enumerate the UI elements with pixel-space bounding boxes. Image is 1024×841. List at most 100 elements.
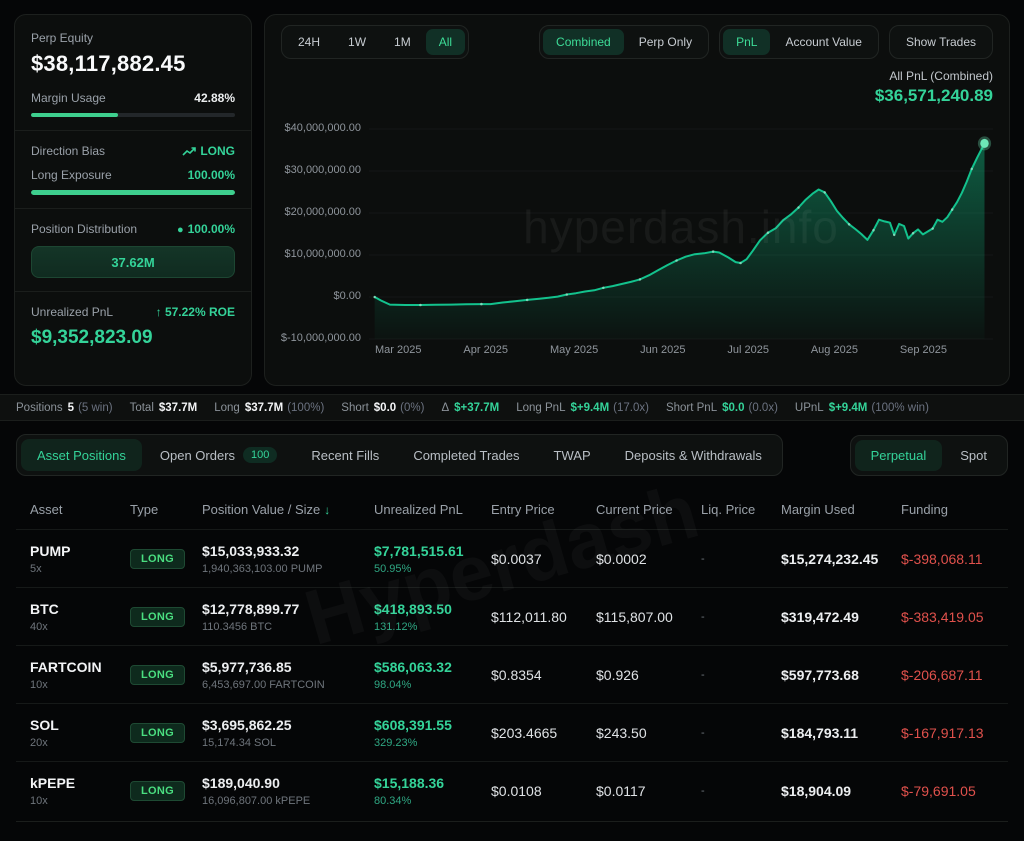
mode-perp-only-button[interactable]: Perp Only [626,29,705,55]
stat-short: Short $0.0 (0%) [341,401,425,414]
range-24h-button[interactable]: 24H [285,29,333,55]
upnl-value: $586,063.32 [374,658,452,675]
position-size: 16,096,807.00 kPEPE [202,794,311,807]
unrealized-pnl-label: Unrealized PnL [31,305,114,319]
liq-price: - [701,668,705,681]
header-asset[interactable]: Asset [30,501,63,517]
metric-account-value-button[interactable]: Account Value [772,29,875,55]
asset-name: BTC [30,600,59,617]
table-row[interactable]: kPEPE 10x LONG $189,040.90 16,096,807.00 k… [16,761,1008,819]
upnl-pct: 50.95% [374,562,412,575]
tab-completed-trades[interactable]: Completed Trades [397,439,535,471]
asset-leverage: 10x [30,794,48,807]
perp-equity-label: Perp Equity [31,31,94,45]
tab-open-orders[interactable]: Open Orders 100 [144,439,294,471]
table-row[interactable]: SOL 20x LONG $3,695,862.25 15,174.34 SOL $… [16,703,1008,761]
header-upnl[interactable]: Unrealized PnL [374,501,463,517]
pnl-chart-plot-area[interactable]: hyperdash.info [369,114,993,340]
header-position[interactable]: Position Value / Size ↓ [202,501,331,517]
stat-positions: Positions 5 (5 win) [16,401,113,414]
asset-leverage: 5x [30,562,42,575]
stat-delta: Δ $+37.7M [441,401,500,414]
entry-price: $203.4665 [491,724,558,741]
tab-recent-fills[interactable]: Recent Fills [295,439,395,471]
range-all-button[interactable]: All [425,29,466,55]
stat-short-pnl: Short PnL $0.0 (0.0x) [665,401,778,414]
margin-used: $597,773.68 [781,666,859,683]
range-1m-button[interactable]: 1M [381,29,424,55]
y-tick: $20,000,000.00 [284,206,361,218]
direction-bias-value: LONG [182,144,235,158]
long-exposure-label: Long Exposure [31,168,112,182]
liq-price: - [701,552,705,565]
market-perpetual-button[interactable]: Perpetual [854,439,943,471]
all-pnl-value: $36,571,240.89 [874,86,993,105]
pnl-chart-card: 24H 1W 1M All Combined Perp Only PnL Acc… [264,14,1010,386]
header-type[interactable]: Type [130,501,159,517]
open-orders-badge: 100 [243,447,278,463]
upnl-pct: 329.23% [374,736,418,749]
asset-name: PUMP [30,542,71,559]
position-type-badge: LONG [130,780,185,801]
funding-value: $-167,917.13 [901,724,984,741]
margin-used: $18,904.09 [781,782,852,799]
asset-name: SOL [30,716,59,733]
y-tick: $30,000,000.00 [284,164,361,176]
margin-usage-value: 42.88% [194,91,235,105]
pnl-chart-svg [369,128,993,340]
position-value: $5,977,736.85 [202,658,292,675]
upnl-pct: 98.04% [374,678,412,691]
sort-desc-icon: ↓ [324,502,331,517]
table-row[interactable]: BTC 40x LONG $12,778,899.77 110.3456 BTC $… [16,587,1008,645]
tab-deposits-withdrawals[interactable]: Deposits & Withdrawals [609,439,778,471]
position-value: $15,033,933.32 [202,542,300,559]
market-spot-button[interactable]: Spot [944,440,1003,471]
position-size: 15,174.34 SOL [202,736,277,749]
liq-price: - [701,610,705,623]
position-value: $3,695,862.25 [202,716,292,733]
liq-price: - [701,784,705,797]
pnl-line [375,143,985,305]
header-funding[interactable]: Funding [901,501,948,517]
header-liq[interactable]: Liq. Price [701,501,756,517]
margin-usage-label: Margin Usage [31,91,106,105]
stat-long-pnl: Long PnL $+9.4M (17.0x) [516,401,649,414]
margin-usage-bar [31,113,235,117]
trend-up-icon [182,147,197,156]
funding-value: $-398,068.11 [901,550,983,567]
y-tick: $0.00 [333,290,361,302]
range-1w-button[interactable]: 1W [335,29,379,55]
header-margin[interactable]: Margin Used [781,501,855,517]
metric-pnl-button[interactable]: PnL [723,29,771,55]
perp-equity-value: $38,117,882.45 [31,51,186,76]
x-tick: Aug 2025 [810,344,858,356]
position-distribution-bar[interactable]: 37.62M [31,246,235,278]
y-tick: $-10,000,000.00 [280,332,361,344]
long-exposure-fill [31,190,235,195]
tab-twap[interactable]: TWAP [538,439,607,471]
table-row[interactable]: FARTCOIN 10x LONG $5,977,736.85 6,453,697.… [16,645,1008,703]
mode-combined-button[interactable]: Combined [543,29,624,55]
header-current[interactable]: Current Price [596,501,673,517]
asset-leverage: 20x [30,736,48,749]
position-distribution-pct: ● 100.00% [176,222,235,236]
header-entry[interactable]: Entry Price [491,501,555,517]
upnl-value: $608,391.55 [374,716,452,733]
funding-value: $-206,687.11 [901,666,983,683]
tab-asset-positions[interactable]: Asset Positions [21,439,142,471]
position-type-badge: LONG [130,722,185,743]
entry-price: $0.0037 [491,550,542,567]
positions-stats-bar: Positions 5 (5 win) Total $37.7M Long $37.7M… [0,394,1024,421]
divider [15,291,251,292]
show-trades-button[interactable]: Show Trades [893,29,989,55]
divider [15,208,251,209]
mode-toggle-group: Combined Perp Only [539,25,710,59]
asset-leverage: 40x [30,620,48,633]
position-type-badge: LONG [130,664,185,685]
entry-price: $0.8354 [491,666,542,683]
bullet-icon: ● [176,224,184,236]
show-trades-group: Show Trades [888,25,993,59]
long-exposure-value: 100.00% [187,168,235,182]
pnl-area [374,143,985,339]
table-row[interactable]: PUMP 5x LONG $15,033,933.32 1,940,363,103.… [16,529,1008,587]
